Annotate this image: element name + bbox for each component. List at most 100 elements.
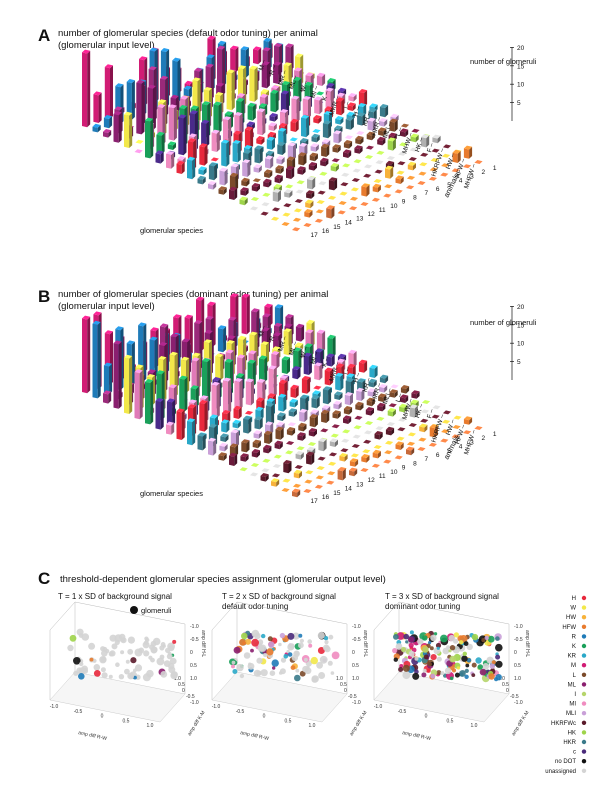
- animal-label-16: 16: [322, 494, 330, 501]
- glomerulus-point: [394, 658, 398, 662]
- legend-label-hkr: HKR: [563, 740, 576, 746]
- bar-mhfw-animal-6: [417, 181, 425, 185]
- animal-label-13: 13: [356, 481, 364, 488]
- legend-label-kr: KR: [568, 654, 577, 660]
- glomerulus-point: [99, 656, 106, 663]
- bar-h-animal-14: [211, 157, 219, 161]
- z-axis-label: number of glomeruli: [470, 318, 537, 327]
- bar-hw-animal-12: [328, 196, 336, 200]
- glomerulus-point: [308, 644, 312, 648]
- bar-hkr-animal-10: [277, 412, 285, 421]
- bar-mli-animal-5: [345, 135, 353, 139]
- legend-label-k: K: [572, 644, 576, 650]
- glomerulus-point: [119, 674, 124, 679]
- bar-mhfw-animal-8: [395, 189, 403, 193]
- glomerulus-point: [455, 673, 460, 678]
- legend-swatch-ml: [582, 682, 586, 686]
- bar-mhfw-animal-10: [372, 464, 380, 468]
- glomerulus-point: [258, 645, 265, 652]
- bar-hw-animal-13: [317, 466, 325, 470]
- bar-mhfw-animal-1: [474, 160, 482, 164]
- bar-mhfw-animal-7: [406, 447, 414, 456]
- bar-h-animal-15: [199, 400, 207, 432]
- bar-k-animal-5: [282, 356, 290, 374]
- glomerulus-point: [410, 630, 414, 634]
- bar-hkr-animal-11: [266, 403, 274, 425]
- bar-hfw-animal-10: [361, 454, 369, 463]
- bar-hw-animal-14: [305, 470, 313, 474]
- glomerulus-point: [472, 663, 477, 668]
- legend-label-r: R: [572, 634, 577, 640]
- glomerulus-point: [464, 641, 469, 646]
- bar-hk-animal-9: [331, 163, 339, 172]
- legend-label-no-dot: no DOT: [555, 759, 576, 765]
- legend-swatch-no-dot: [582, 759, 586, 763]
- bar-hkrfw-animal-4: [409, 423, 417, 427]
- svg-text:0: 0: [506, 688, 509, 694]
- glomerulus-point: [254, 633, 261, 640]
- glomerulus-point: [138, 648, 144, 654]
- glomerulus-point: [120, 650, 124, 654]
- bar-mhw-animal-5: [366, 407, 374, 416]
- bar-hkrfw-animal-8: [363, 440, 371, 444]
- glomerulus-point: [234, 647, 241, 654]
- animal-label-12: 12: [368, 211, 376, 218]
- svg-text:0: 0: [344, 688, 347, 694]
- glomerulus-point: [300, 639, 304, 643]
- bar-mli-animal-17: [208, 181, 216, 190]
- bar-mkr-animal-17: [156, 150, 164, 163]
- glomerulus-point: [417, 639, 423, 645]
- bar-mhfw-animal-4: [440, 173, 448, 177]
- glomerulus-point: [446, 645, 450, 649]
- y-axis-label: amp diff K-M: [187, 710, 207, 737]
- animal-label-9: 9: [402, 199, 406, 206]
- glomerulus-point: [298, 642, 304, 648]
- bar-k-animal-8: [248, 103, 256, 121]
- bar-h-animal-6: [302, 376, 310, 394]
- bar-hkrfw-animal-5: [397, 427, 405, 431]
- glomerulus-point: [272, 659, 279, 666]
- svg-text:0: 0: [514, 650, 517, 656]
- bar-h-animal-10: [256, 136, 264, 145]
- bar-hk-animal-5: [376, 417, 384, 421]
- glomerulus-point: [440, 671, 444, 675]
- bar-hw-animal-7: [385, 166, 393, 179]
- glomerulus-point: [101, 667, 106, 672]
- glomerulus-point: [168, 663, 174, 669]
- bar-hw-animal-15: [294, 470, 302, 479]
- bar-hkr-animal-15: [220, 433, 228, 442]
- glomerulus-point: [464, 675, 468, 679]
- bar-mli-animal-4: [356, 131, 364, 135]
- bar-hk-animal-12: [297, 180, 305, 184]
- bar-hkrfw-animal-11: [329, 177, 337, 190]
- bar-ml-animal-1: [296, 324, 304, 342]
- bar-hw-animal-13: [317, 200, 325, 204]
- glomerulus-point: [452, 668, 456, 672]
- bar-f-animal-15: [273, 189, 281, 202]
- bar-hk-animal-17: [240, 197, 248, 206]
- bar-l-animal-7: [333, 144, 341, 153]
- glomerulus-point: [311, 676, 318, 683]
- glomerulus-point: [412, 673, 419, 680]
- bar-k-animal-17: [145, 118, 153, 159]
- bar-hfw-animal-5: [418, 172, 426, 176]
- bar-mhw-animal-6: [354, 416, 362, 420]
- glomerulus-point: [171, 671, 178, 678]
- bar-mi-animal-14: [169, 104, 177, 140]
- bar-k-animal-15: [168, 141, 176, 150]
- bar-hw-animal-16: [282, 213, 290, 217]
- bar-mli-animal-6: [333, 130, 341, 143]
- bar-hk-animal-9: [331, 434, 339, 438]
- legend-swatch-hkr: [582, 740, 586, 744]
- svg-text:-1.0: -1.0: [374, 704, 383, 710]
- bar-hkr-animal-9: [289, 408, 297, 417]
- glomerulus-point: [256, 658, 262, 664]
- glomerulus-point: [483, 663, 490, 670]
- glomerulus-point: [280, 633, 285, 638]
- bar-hkrfw-animal-1: [443, 410, 451, 414]
- bar-mli-animal-11: [276, 156, 284, 165]
- scatter3d-plot-1: -1.0-1.01.0-0.5-0.50.50000.50.5-0.51.01.…: [50, 602, 207, 742]
- bar-hw-animal-6: [396, 171, 404, 175]
- svg-text:-0.5: -0.5: [352, 637, 361, 643]
- glomerulus-point: [495, 655, 500, 660]
